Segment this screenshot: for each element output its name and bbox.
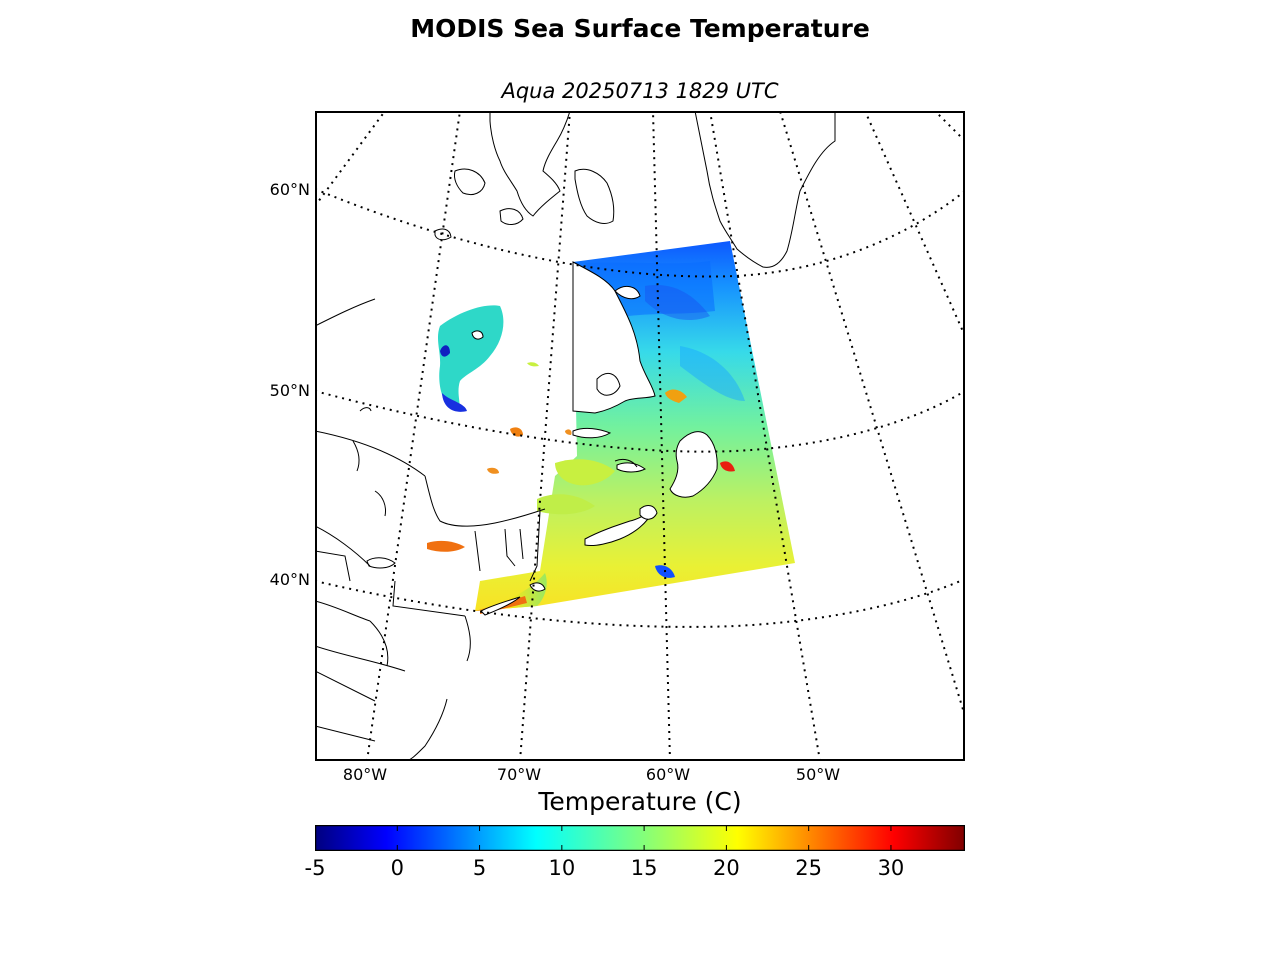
colorbar-tick-label: 30 xyxy=(877,856,905,880)
colorbar-tick-label: 10 xyxy=(548,856,576,880)
colorbar-tick-label: 5 xyxy=(472,856,487,880)
lake-sst xyxy=(427,362,572,552)
map-frame xyxy=(315,111,965,761)
lon-label-50w: 50°W xyxy=(795,765,841,784)
colorbar-tick-label: 15 xyxy=(630,856,658,880)
political-boundaries xyxy=(315,298,546,761)
colorbar-tick-label: 25 xyxy=(795,856,823,880)
colorbar-tick-label: -5 xyxy=(304,856,326,880)
colorbar-tick-label: 20 xyxy=(713,856,740,880)
graticule xyxy=(315,111,965,761)
colorbar-tick-label: 0 xyxy=(390,856,404,880)
lon-label-60w: 60°W xyxy=(645,765,691,784)
lat-label-60: 60°N xyxy=(269,180,310,199)
lon-label-80w: 80°W xyxy=(342,765,388,784)
colorbar-label: Temperature (C) xyxy=(538,787,742,816)
colorbar xyxy=(315,825,965,851)
sst-map xyxy=(315,111,965,761)
lon-label-70w: 70°W xyxy=(496,765,542,784)
hudson-bay-sst xyxy=(437,305,504,412)
map-subtitle: Aqua 20250713 1829 UTC xyxy=(501,79,779,103)
lat-label-40: 40°N xyxy=(269,570,310,589)
map-title: MODIS Sea Surface Temperature xyxy=(410,14,870,43)
lat-label-50: 50°N xyxy=(269,381,310,400)
